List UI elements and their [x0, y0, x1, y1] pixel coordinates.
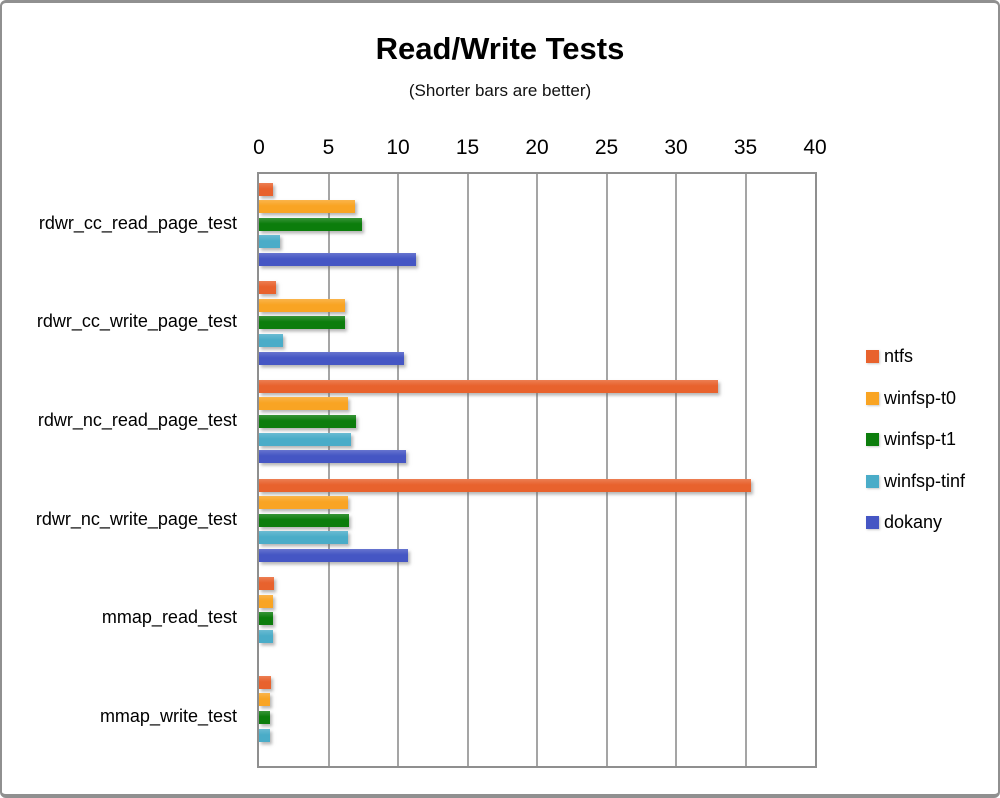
category-label-rdwr_cc_read_page_test: rdwr_cc_read_page_test [38, 212, 237, 233]
legend-label-winfsp-t1: winfsp-t1 [884, 429, 957, 449]
bar-winfsp-tinf-mmap_write_test [259, 728, 271, 742]
legend-label-dokany: dokany [884, 512, 943, 532]
x-tick-label: 10 [386, 136, 410, 159]
x-tick-label: 5 [322, 136, 335, 159]
bar-ntfs-rdwr_cc_write_page_test [259, 281, 276, 295]
bar-winfsp-tinf-rdwr_nc_read_page_test [259, 432, 351, 446]
gridline [675, 174, 677, 766]
bar-ntfs-rdwr_cc_read_page_test [259, 182, 273, 196]
legend-label-winfsp-t0: winfsp-t0 [884, 387, 957, 408]
legend-swatch-winfsp-t1 [866, 433, 879, 446]
x-tick-label: 0 [253, 136, 265, 159]
bar-winfsp-t0-mmap_read_test [259, 594, 273, 608]
gridline [536, 174, 538, 766]
bar-winfsp-t1-rdwr_nc_write_page_test [259, 513, 350, 527]
legend-swatch-winfsp-t0 [866, 391, 879, 405]
bar-winfsp-t0-rdwr_nc_read_page_test [259, 397, 348, 411]
plot-area [257, 172, 817, 768]
y-axis-category-labels: rdwr_cc_read_page_test rdwr_cc_write_page… [2, 172, 247, 768]
bar-winfsp-t1-rdwr_nc_read_page_test [259, 415, 357, 429]
chart-title: Read/Write Tests [375, 31, 625, 66]
legend-item-winfsp-t1: winfsp-t1 [866, 429, 956, 450]
x-axis: 0 5 10 15 20 25 30 35 40 [253, 136, 827, 166]
bar-dokany-rdwr_cc_write_page_test [259, 351, 404, 365]
bar-winfsp-t0-rdwr_nc_write_page_test [259, 496, 348, 510]
bar-winfsp-tinf-mmap_read_test [259, 629, 273, 643]
legend-swatch-ntfs [866, 350, 879, 363]
gridline [397, 174, 399, 766]
bar-winfsp-t0-mmap_write_test [259, 693, 271, 707]
bar-ntfs-mmap_read_test [259, 577, 275, 591]
x-tick-label: 20 [525, 136, 549, 159]
category-label-rdwr_nc_write_page_test: rdwr_nc_write_page_test [35, 508, 237, 529]
x-tick-label: 40 [803, 136, 827, 159]
category-label-mmap_read_test: mmap_read_test [101, 607, 237, 628]
x-tick-label: 35 [733, 136, 758, 159]
bar-winfsp-tinf-rdwr_cc_write_page_test [259, 333, 283, 347]
legend-label-winfsp-tinf: winfsp-tinf [884, 470, 966, 491]
bar-winfsp-t1-rdwr_cc_write_page_test [259, 316, 346, 330]
bar-winfsp-t1-rdwr_cc_read_page_test [259, 217, 362, 231]
bar-ntfs-rdwr_nc_read_page_test [259, 379, 718, 393]
legend-item-winfsp-tinf: winfsp-tinf [866, 471, 965, 492]
legend-item-dokany: dokany [866, 512, 942, 533]
x-tick-label: 30 [664, 136, 688, 159]
bar-winfsp-tinf-rdwr_nc_write_page_test [259, 531, 348, 545]
category-label-rdwr_cc_write_page_test: rdwr_cc_write_page_test [36, 311, 237, 332]
gridline [605, 174, 608, 766]
legend-item-winfsp-t0: winfsp-t0 [866, 388, 956, 409]
category-label-mmap_write_test: mmap_write_test [99, 706, 237, 727]
x-tick-label: 15 [455, 136, 480, 159]
gridline [466, 174, 469, 766]
bar-winfsp-tinf-rdwr_cc_read_page_test [259, 235, 280, 249]
bar-ntfs-rdwr_nc_write_page_test [259, 478, 752, 492]
bar-winfsp-t0-rdwr_cc_write_page_test [259, 298, 346, 312]
bar-winfsp-t1-mmap_write_test [259, 711, 271, 725]
bar-ntfs-mmap_write_test [259, 675, 271, 689]
gridline [744, 174, 747, 766]
legend-item-ntfs: ntfs [866, 346, 913, 367]
x-tick-label: 25 [594, 136, 619, 159]
bar-dokany-rdwr_nc_read_page_test [259, 450, 407, 464]
legend-swatch-winfsp-tinf [866, 474, 879, 488]
bar-dokany-rdwr_nc_write_page_test [259, 548, 408, 562]
bar-winfsp-t0-rdwr_cc_read_page_test [259, 200, 355, 214]
gridline [327, 174, 330, 766]
legend-label-ntfs: ntfs [884, 346, 914, 366]
bar-winfsp-t1-mmap_read_test [259, 612, 273, 626]
bar-dokany-rdwr_cc_read_page_test [259, 252, 417, 266]
category-label-rdwr_nc_read_page_test: rdwr_nc_read_page_test [37, 410, 237, 431]
legend-swatch-dokany [866, 516, 879, 529]
chart-subtitle: (Shorter bars are better) [408, 81, 592, 100]
